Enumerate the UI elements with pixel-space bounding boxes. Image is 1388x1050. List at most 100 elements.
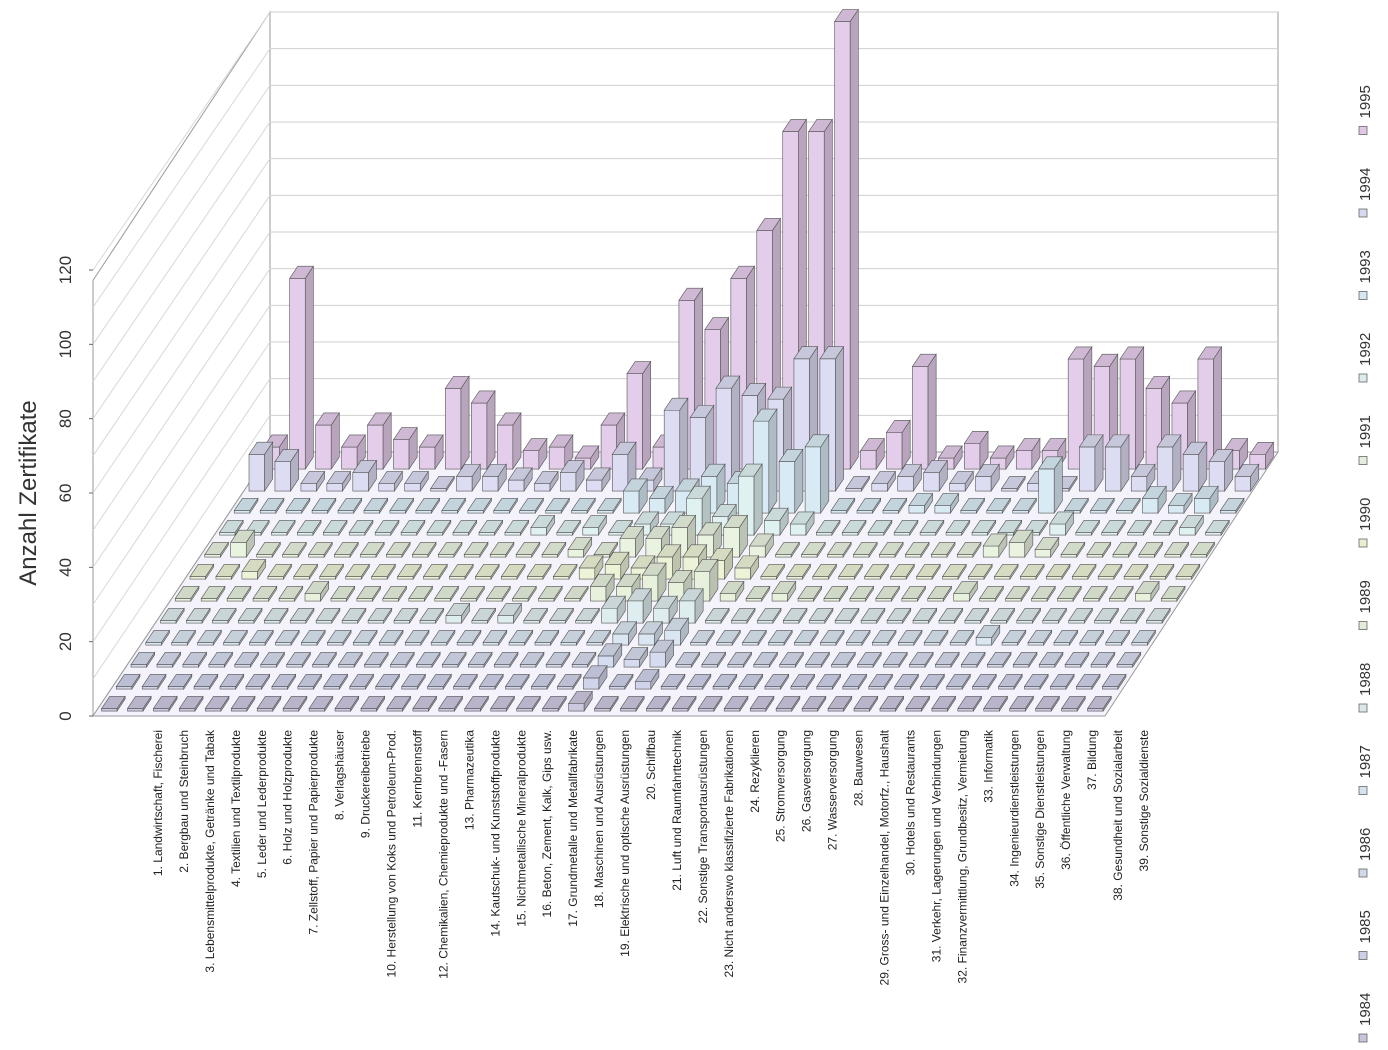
bar-1986-35 [1012,651,1038,669]
bar-front [893,532,911,536]
bar-front [801,708,818,712]
bar-front [167,686,185,690]
bar-1993-17 [648,485,674,515]
bar-top [586,630,612,643]
bars [100,8,1275,713]
bar-top [1061,696,1086,709]
bar-top [1105,630,1131,643]
bar-1989-25 [797,585,823,603]
bar-side [820,433,830,515]
bar-top [1097,564,1123,577]
bar-1990-26 [838,563,863,581]
bar-top [967,564,993,577]
bar-front [1086,554,1103,558]
bar-front [545,664,563,668]
bar-front [820,642,837,646]
bar-top [660,511,685,525]
bar-1988-9 [367,607,393,625]
bar-top [923,460,948,473]
bar-top [864,564,889,577]
bar-front [1087,708,1104,712]
bar-1984-18 [542,695,567,713]
bar-1992-4 [296,519,322,537]
category-label: 38. Gesundheit und Sozialarbeit [1111,729,1125,900]
bar-1988-21 [678,587,704,625]
bar-top [1145,375,1171,389]
bar-top [619,696,645,709]
bar-1991-12 [489,541,515,559]
bar-top [366,412,392,426]
bar-front [471,620,488,624]
bar-1985-2 [141,673,167,691]
bar-1988-19 [627,587,652,625]
bar-top [1001,630,1027,643]
bar-1994-9 [456,463,481,493]
bar-front [360,708,377,712]
bar-front [267,576,284,580]
y-tick-label: 60 [56,484,75,503]
bar-1989-34 [1031,585,1056,603]
bar-top [934,493,960,506]
bar-1988-29 [886,607,912,625]
bar-front [482,476,499,492]
bar-top [259,498,285,511]
bar-top [593,696,619,709]
bar-top [234,652,260,665]
bar-front [234,664,251,668]
bar-front [308,554,325,558]
bar-1991-7 [359,541,385,559]
bar-1995-23 [834,8,859,471]
bar-top [957,696,983,709]
bar-top [760,564,786,577]
bar-1988-35 [1042,607,1068,625]
bar-top [911,353,937,367]
bar-top [274,630,300,643]
bar-1986-39 [1116,651,1142,669]
bar-1993-8 [415,497,441,515]
bar-top [456,630,482,643]
bar-front [987,664,1004,668]
bar-1989-11 [434,585,459,603]
bar-front [934,505,951,514]
bar-front [894,686,911,690]
bar-front [378,483,395,492]
bar-front [437,554,455,558]
bar-top [1071,564,1097,577]
bar-1991-34 [1060,541,1086,559]
bar-front [672,708,689,712]
bar-1994-24 [845,475,871,493]
bar-front [160,620,177,624]
bar-top [916,564,941,577]
bar-front [731,620,748,624]
bar-1994-38 [1208,448,1234,493]
bar-1988-33 [990,607,1016,625]
bar-front [953,593,970,602]
bar-1994-3 [300,470,326,493]
bar-front [285,510,303,514]
bar-1990-3 [241,558,267,581]
bar-front [749,708,767,712]
bar-side [1135,345,1145,471]
bar-1992-27 [893,519,919,537]
bar-front [1053,642,1070,646]
bar-top [448,564,474,577]
bar-top [1086,542,1112,555]
bar-top [849,586,875,599]
bar-top [152,696,178,709]
bar-top [267,564,293,577]
bar-top [444,375,470,389]
bar-top [256,542,281,555]
bar-top [1041,438,1067,452]
bar-1990-35 [1071,563,1097,581]
bar-top [634,511,659,525]
bar-1992-30 [971,519,997,537]
bar-1986-7 [286,651,311,669]
bar-1991-23 [775,541,800,559]
bar-top [252,586,278,599]
bar-1995-2 [289,265,314,471]
bar-front [1131,642,1148,646]
bar-front [415,510,432,514]
bar-top [178,696,204,709]
bar-top [452,520,478,533]
bar-1988-36 [1068,607,1093,625]
